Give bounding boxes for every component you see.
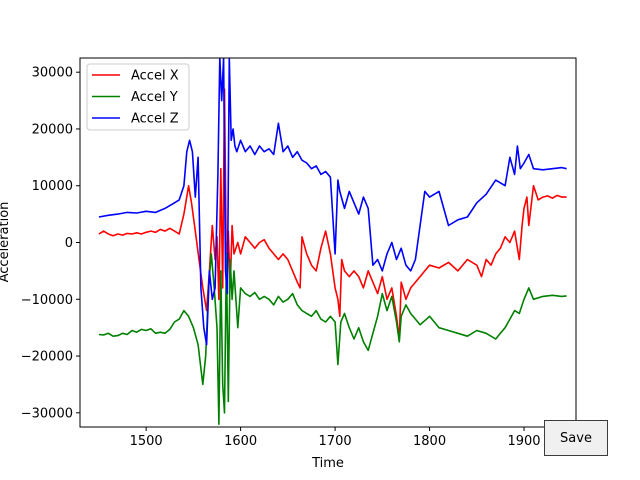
y-tick-label: 30000 xyxy=(32,66,73,81)
x-tick-label: 1600 xyxy=(224,434,257,449)
y-tick-label: −10000 xyxy=(21,293,73,308)
series-line-accel-y xyxy=(98,253,567,426)
series-line-accel-x xyxy=(98,88,567,340)
series-layer xyxy=(98,58,567,426)
x-tick-label: 1700 xyxy=(319,434,352,449)
legend-label: Accel Z xyxy=(131,112,179,127)
legend-box xyxy=(86,63,190,131)
save-button[interactable]: Save xyxy=(544,420,608,456)
plot-area: 1500 1600 1700 1800 1900 −30000 −20000 −10000 0… xyxy=(0,57,577,471)
x-tick-label: 1500 xyxy=(130,434,163,449)
series-line-accel-z xyxy=(98,58,567,346)
x-tick-label: 1900 xyxy=(507,434,540,449)
x-tick-label: 1800 xyxy=(413,434,446,449)
y-tick-label: 0 xyxy=(65,236,73,251)
y-tick-label: −20000 xyxy=(21,350,73,365)
y-axis-ticks: −30000 −20000 −10000 0 10000 20000 30000 xyxy=(21,66,80,421)
y-tick-label: −30000 xyxy=(21,406,73,421)
x-axis-ticks: 1500 1600 1700 1800 1900 xyxy=(130,427,541,449)
x-axis-label: Time xyxy=(311,456,344,471)
legend-label: Accel X xyxy=(131,69,179,84)
legend-label: Accel Y xyxy=(131,90,178,105)
y-tick-label: 20000 xyxy=(32,122,73,137)
y-tick-label: 10000 xyxy=(32,179,73,194)
legend: Accel X Accel Y Accel Z xyxy=(86,63,190,131)
y-axis-label: Acceleration xyxy=(0,202,12,283)
